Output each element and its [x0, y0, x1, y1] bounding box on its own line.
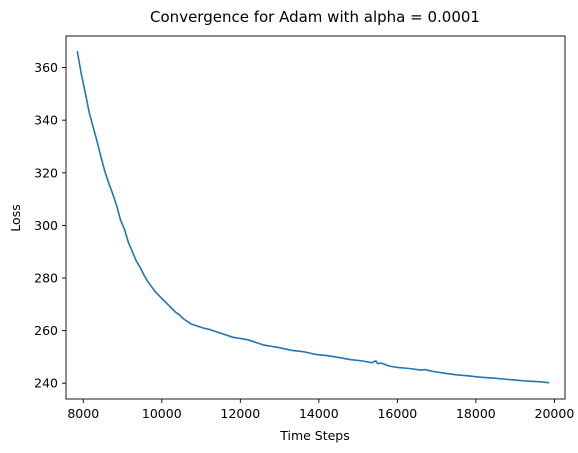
y-axis: 240 260 280 300 320 340 360: [34, 60, 66, 391]
y-tick-label: 340: [34, 113, 58, 128]
chart-title: Convergence for Adam with alpha = 0.0001: [150, 8, 480, 26]
x-tick-label: 14000: [299, 406, 339, 421]
x-tick-label: 16000: [377, 406, 417, 421]
x-tick-label: 12000: [220, 406, 260, 421]
y-tick-label: 320: [34, 165, 58, 180]
plot-frame: [65, 35, 566, 400]
y-tick-label: 280: [34, 271, 58, 286]
y-tick-label: 240: [34, 376, 58, 391]
y-tick-label: 260: [34, 323, 58, 338]
y-tick-label: 300: [34, 218, 58, 233]
y-axis-label: Loss: [8, 204, 23, 231]
x-axis-label: Time Steps: [279, 428, 350, 443]
plot-area: [76, 50, 550, 384]
x-tick-label: 20000: [535, 406, 575, 421]
x-tick-label: 18000: [456, 406, 496, 421]
x-tick-label: 8000: [67, 406, 99, 421]
x-axis: 8000 10000 12000 14000 16000 18000 20000: [67, 399, 574, 421]
y-tick-label: 360: [34, 60, 58, 75]
loss-series-line: [76, 50, 550, 384]
x-tick-label: 10000: [142, 406, 182, 421]
